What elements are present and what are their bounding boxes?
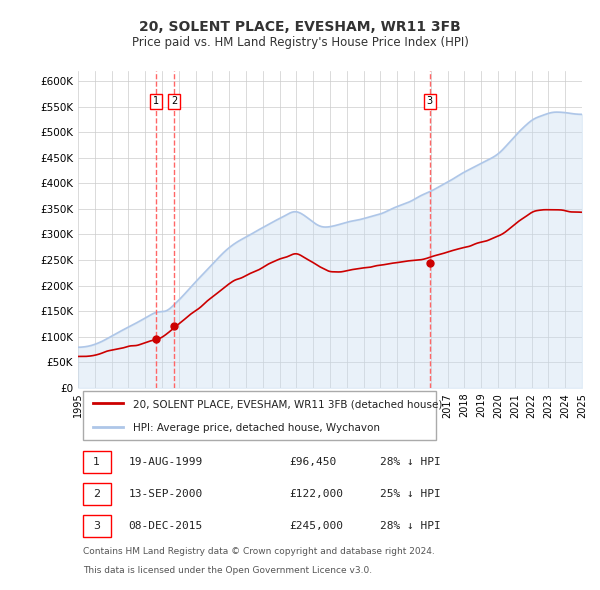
Text: 19-AUG-1999: 19-AUG-1999 xyxy=(128,457,203,467)
Text: 3: 3 xyxy=(93,521,100,531)
Text: £96,450: £96,450 xyxy=(290,457,337,467)
Text: This data is licensed under the Open Government Licence v3.0.: This data is licensed under the Open Gov… xyxy=(83,566,372,575)
Text: 28% ↓ HPI: 28% ↓ HPI xyxy=(380,521,441,531)
Bar xyxy=(83,451,111,473)
Text: 08-DEC-2015: 08-DEC-2015 xyxy=(128,521,203,531)
Bar xyxy=(83,515,111,537)
Text: 25% ↓ HPI: 25% ↓ HPI xyxy=(380,489,441,499)
Text: £122,000: £122,000 xyxy=(290,489,344,499)
Text: 13-SEP-2000: 13-SEP-2000 xyxy=(128,489,203,499)
Text: 3: 3 xyxy=(427,97,433,106)
Text: 2: 2 xyxy=(171,97,177,106)
Text: 20, SOLENT PLACE, EVESHAM, WR11 3FB (detached house): 20, SOLENT PLACE, EVESHAM, WR11 3FB (det… xyxy=(133,399,443,409)
Text: 20, SOLENT PLACE, EVESHAM, WR11 3FB: 20, SOLENT PLACE, EVESHAM, WR11 3FB xyxy=(139,19,461,34)
Bar xyxy=(83,483,111,505)
Text: Contains HM Land Registry data © Crown copyright and database right 2024.: Contains HM Land Registry data © Crown c… xyxy=(83,548,435,556)
Bar xyxy=(83,391,436,440)
Text: 28% ↓ HPI: 28% ↓ HPI xyxy=(380,457,441,467)
Text: 1: 1 xyxy=(153,97,159,106)
Text: 1: 1 xyxy=(93,457,100,467)
Text: HPI: Average price, detached house, Wychavon: HPI: Average price, detached house, Wych… xyxy=(133,423,380,433)
Text: 2: 2 xyxy=(93,489,100,499)
Text: Price paid vs. HM Land Registry's House Price Index (HPI): Price paid vs. HM Land Registry's House … xyxy=(131,36,469,49)
Text: £245,000: £245,000 xyxy=(290,521,344,531)
